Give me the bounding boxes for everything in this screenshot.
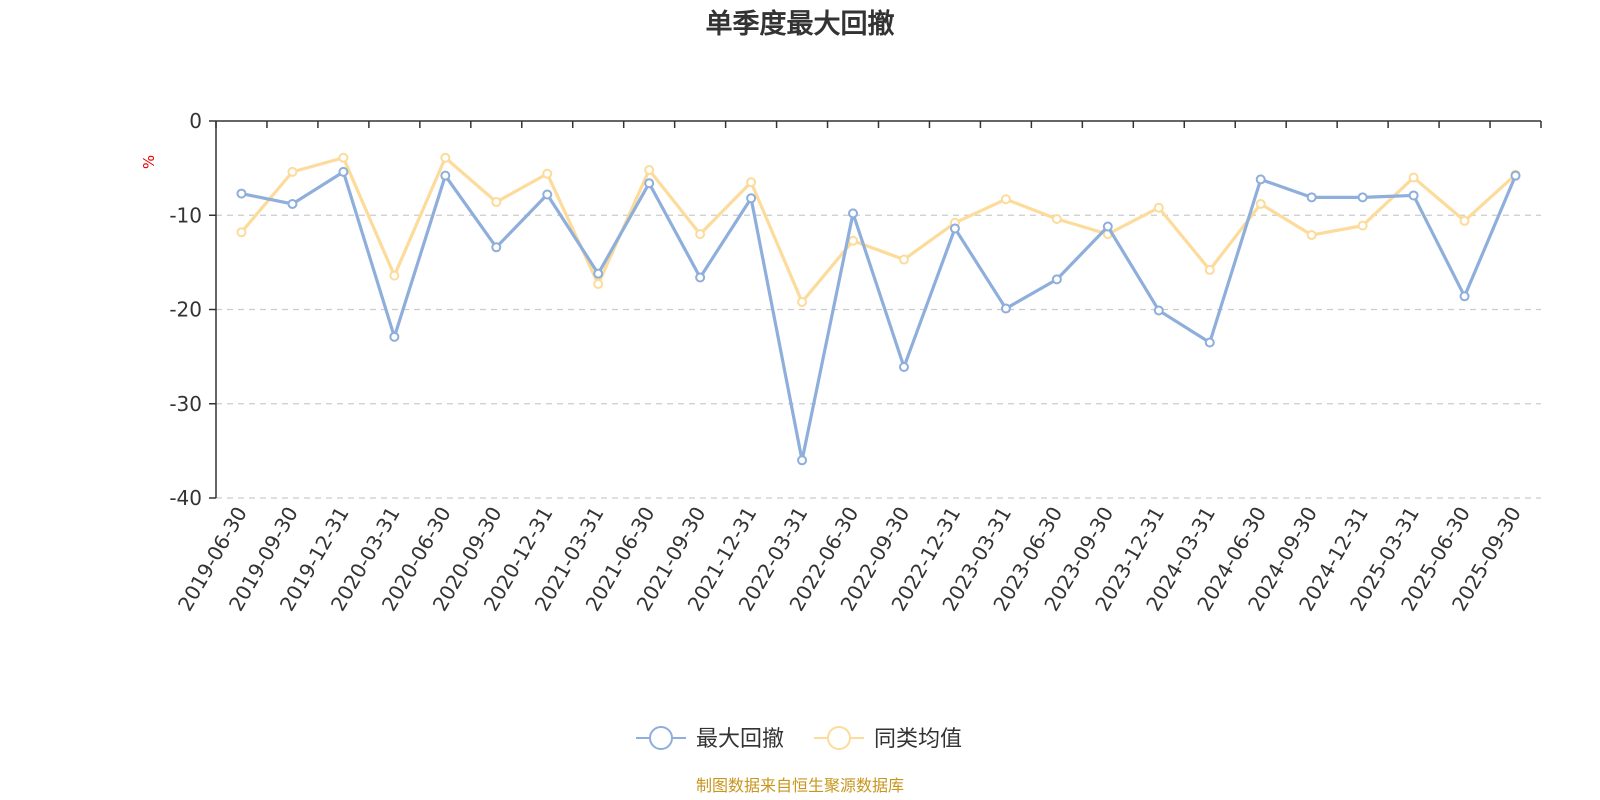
y-axis-unit: % [140, 155, 158, 169]
data-point [1153, 305, 1164, 316]
data-point [1306, 192, 1317, 203]
data-point [389, 270, 400, 281]
data-point [1000, 303, 1011, 314]
grid-lines [216, 214, 1541, 499]
legend-marker [649, 726, 673, 750]
data-point [695, 229, 706, 240]
data-point [1510, 170, 1521, 181]
data-point [491, 242, 502, 253]
data-point [236, 188, 247, 199]
data-point [593, 279, 604, 290]
data-point [797, 296, 808, 307]
y-tick-label: -30 [169, 392, 202, 416]
data-point [1459, 291, 1470, 302]
data-point [287, 198, 298, 209]
legend-marker [827, 726, 851, 750]
data-point [287, 166, 298, 177]
data-point [1204, 264, 1215, 275]
y-tick-label: 0 [189, 109, 202, 133]
series-line [239, 156, 1518, 304]
data-point [898, 254, 909, 265]
legend-label: 同类均值 [874, 727, 962, 752]
y-tick-label: -40 [169, 486, 202, 510]
legend-label: 最大回撤 [696, 727, 784, 752]
data-point [1306, 230, 1317, 241]
data-point [338, 152, 349, 163]
data-point [593, 268, 604, 279]
data-point [491, 197, 502, 208]
data-point [338, 166, 349, 177]
data-point [949, 223, 960, 234]
data-point [1204, 337, 1215, 348]
data-point [848, 235, 859, 246]
data-point [695, 272, 706, 283]
data-point [389, 331, 400, 342]
data-point [1255, 198, 1266, 209]
y-tick-label: -10 [169, 203, 202, 227]
data-point [1408, 190, 1419, 201]
data-point [1408, 172, 1419, 183]
source-note: 制图数据来自恒生聚源数据库 [696, 776, 904, 795]
series-line [239, 170, 1518, 462]
data-point [1000, 194, 1011, 205]
data-point [898, 361, 909, 372]
data-point [236, 227, 247, 238]
data-point [797, 455, 808, 466]
axes: 0-10-20-30-402019-06-302019-09-302019-12… [169, 109, 1542, 615]
data-point [848, 208, 859, 219]
y-tick-label: -20 [169, 298, 202, 322]
data-point [746, 193, 757, 204]
data-point [542, 189, 553, 200]
data-point [644, 178, 655, 189]
series-lines [236, 152, 1521, 466]
data-point [746, 177, 757, 188]
data-point [1357, 220, 1368, 231]
data-point [440, 152, 451, 163]
chart-title: 单季度最大回撤 [706, 8, 895, 40]
data-point [644, 165, 655, 176]
data-point [542, 168, 553, 179]
data-point [1357, 192, 1368, 203]
data-point [440, 170, 451, 181]
data-point [1051, 214, 1062, 225]
data-point [1255, 174, 1266, 185]
data-point [1051, 274, 1062, 285]
data-point [1459, 215, 1470, 226]
data-point [1153, 202, 1164, 213]
data-point [1102, 221, 1113, 232]
legend: 最大回撤 同类均值 [636, 726, 962, 752]
